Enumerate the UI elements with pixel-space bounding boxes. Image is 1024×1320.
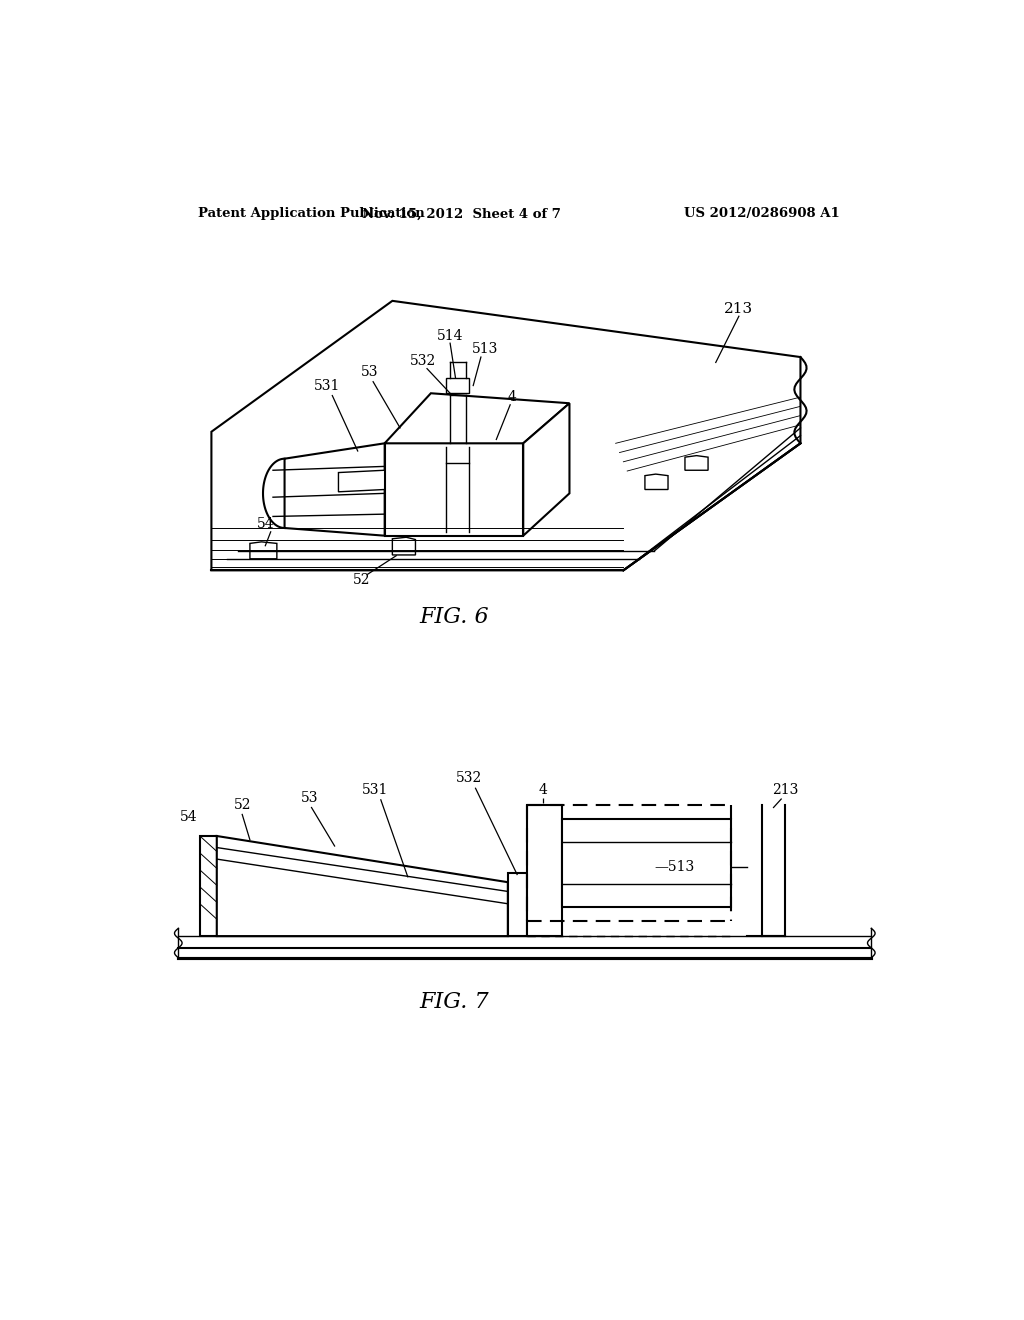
Text: Patent Application Publication: Patent Application Publication (199, 207, 425, 220)
Text: 4: 4 (538, 783, 547, 797)
Text: 53: 53 (360, 366, 378, 379)
Polygon shape (339, 470, 385, 492)
Text: 54: 54 (179, 809, 198, 824)
Text: US 2012/0286908 A1: US 2012/0286908 A1 (684, 207, 840, 220)
Polygon shape (285, 444, 385, 536)
Polygon shape (446, 378, 469, 393)
Polygon shape (527, 805, 562, 936)
Polygon shape (685, 455, 708, 470)
Polygon shape (217, 836, 508, 936)
Text: 54: 54 (256, 517, 274, 531)
Text: Nov. 15, 2012  Sheet 4 of 7: Nov. 15, 2012 Sheet 4 of 7 (362, 207, 561, 220)
Text: FIG. 7: FIG. 7 (419, 990, 488, 1012)
Polygon shape (562, 818, 731, 907)
Text: —513: —513 (654, 859, 694, 874)
Polygon shape (645, 474, 668, 490)
Text: 4: 4 (507, 391, 516, 404)
Text: 213: 213 (772, 783, 799, 797)
Text: 531: 531 (362, 783, 388, 797)
Text: 531: 531 (313, 379, 340, 392)
Text: 532: 532 (457, 771, 482, 785)
Text: FIG. 6: FIG. 6 (419, 606, 488, 627)
Polygon shape (385, 393, 569, 444)
Text: 532: 532 (410, 354, 436, 368)
Polygon shape (385, 444, 523, 536)
Text: 514: 514 (437, 329, 463, 342)
Text: 52: 52 (233, 799, 251, 812)
Text: 513: 513 (472, 342, 498, 356)
Polygon shape (508, 873, 527, 936)
Text: 53: 53 (300, 791, 317, 804)
Polygon shape (523, 404, 569, 536)
Polygon shape (392, 537, 416, 554)
Polygon shape (250, 543, 276, 558)
Text: 213: 213 (724, 301, 754, 315)
Text: 52: 52 (353, 573, 371, 587)
